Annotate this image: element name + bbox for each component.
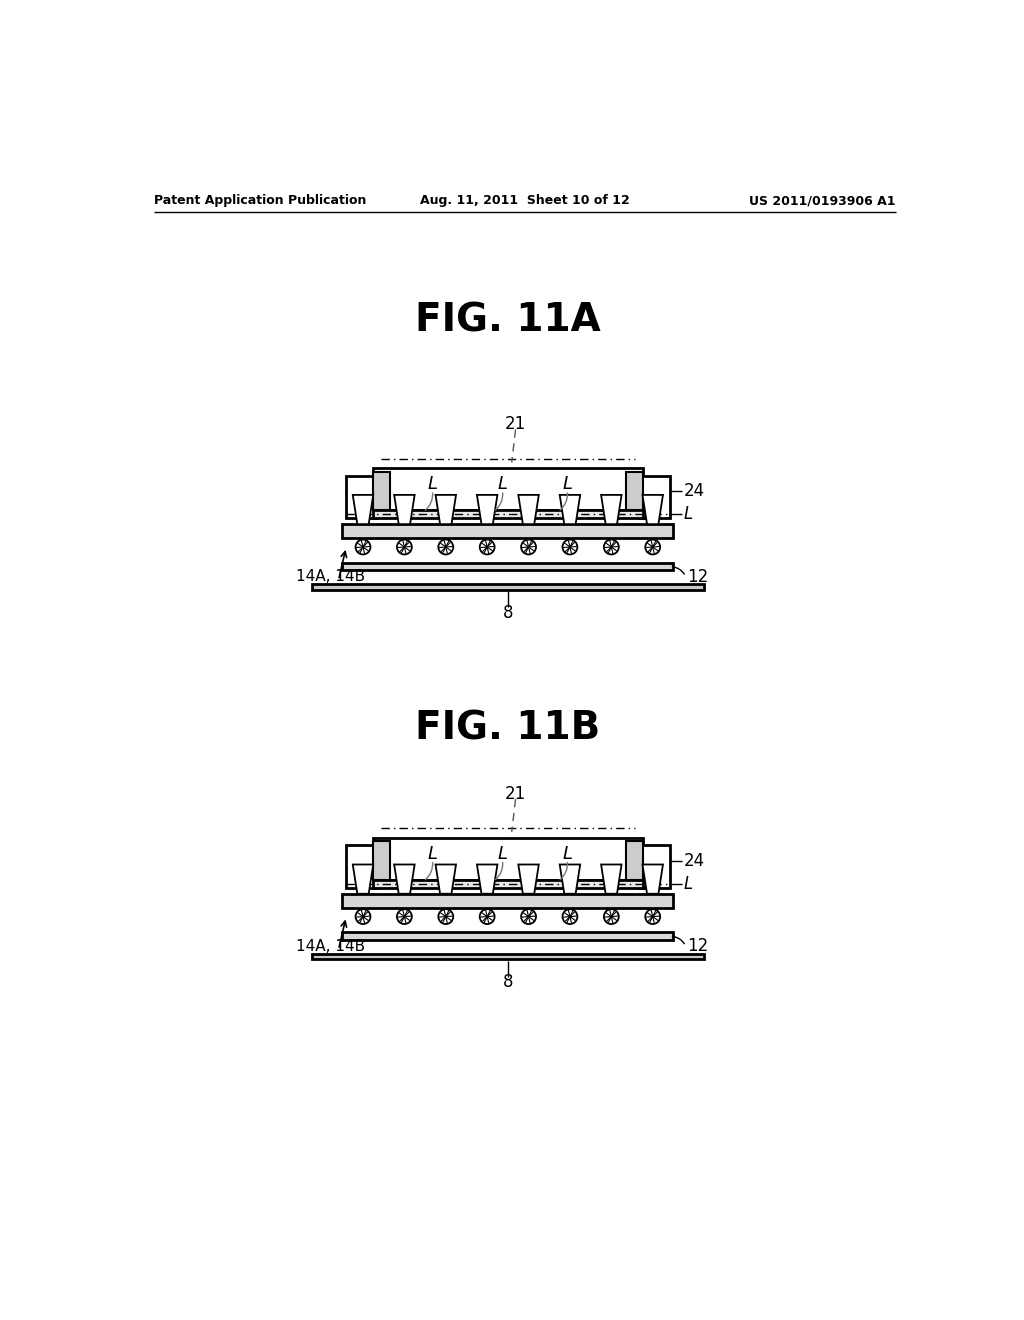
- Circle shape: [479, 909, 495, 924]
- Bar: [373, 841, 390, 880]
- Text: 14A, 14B: 14A, 14B: [296, 939, 366, 953]
- Circle shape: [355, 909, 371, 924]
- Text: US 2011/0193906 A1: US 2011/0193906 A1: [750, 194, 896, 207]
- Circle shape: [562, 540, 578, 554]
- Circle shape: [604, 540, 618, 554]
- Circle shape: [438, 909, 454, 924]
- Bar: [342, 932, 674, 940]
- Polygon shape: [601, 865, 622, 894]
- Polygon shape: [352, 495, 373, 524]
- Bar: [373, 880, 643, 887]
- Bar: [626, 841, 643, 880]
- Text: 21: 21: [505, 784, 526, 803]
- Circle shape: [397, 909, 412, 924]
- Circle shape: [355, 540, 371, 554]
- Text: L: L: [683, 506, 692, 523]
- Text: L: L: [427, 475, 437, 494]
- Text: 21: 21: [505, 414, 526, 433]
- Text: Patent Application Publication: Patent Application Publication: [154, 194, 366, 207]
- Bar: [311, 585, 705, 590]
- Text: L: L: [562, 475, 572, 494]
- Text: L: L: [427, 845, 437, 863]
- Text: L: L: [498, 475, 508, 494]
- Text: Aug. 11, 2011  Sheet 10 of 12: Aug. 11, 2011 Sheet 10 of 12: [420, 194, 630, 207]
- Text: 24: 24: [683, 482, 705, 500]
- Circle shape: [479, 540, 495, 554]
- Polygon shape: [435, 865, 456, 894]
- Circle shape: [397, 540, 412, 554]
- Text: L: L: [562, 845, 572, 863]
- Bar: [373, 511, 643, 517]
- Polygon shape: [352, 865, 373, 894]
- Bar: [311, 954, 705, 960]
- Text: L: L: [683, 875, 692, 892]
- Polygon shape: [394, 865, 415, 894]
- Polygon shape: [477, 865, 498, 894]
- Circle shape: [562, 909, 578, 924]
- Bar: [346, 845, 377, 887]
- Polygon shape: [435, 495, 456, 524]
- Polygon shape: [560, 495, 581, 524]
- Circle shape: [604, 909, 618, 924]
- Text: 8: 8: [503, 973, 513, 991]
- Circle shape: [645, 909, 660, 924]
- Polygon shape: [477, 495, 498, 524]
- Polygon shape: [518, 495, 539, 524]
- Text: 24: 24: [683, 851, 705, 870]
- Bar: [342, 894, 674, 908]
- Text: FIG. 11A: FIG. 11A: [415, 301, 601, 339]
- Bar: [373, 469, 643, 511]
- Polygon shape: [394, 495, 415, 524]
- Bar: [342, 562, 674, 570]
- Circle shape: [521, 909, 536, 924]
- Bar: [373, 471, 390, 511]
- Polygon shape: [642, 495, 663, 524]
- Circle shape: [521, 540, 536, 554]
- Polygon shape: [642, 865, 663, 894]
- Bar: [342, 524, 674, 539]
- Text: FIG. 11B: FIG. 11B: [416, 709, 600, 747]
- Bar: [639, 475, 670, 517]
- Text: 12: 12: [687, 568, 709, 586]
- Text: 14A, 14B: 14A, 14B: [296, 569, 366, 583]
- Bar: [626, 471, 643, 511]
- Polygon shape: [518, 865, 539, 894]
- Bar: [346, 475, 377, 517]
- Circle shape: [438, 540, 454, 554]
- Circle shape: [645, 540, 660, 554]
- Polygon shape: [560, 865, 581, 894]
- Polygon shape: [601, 495, 622, 524]
- Bar: [373, 837, 643, 880]
- Text: L: L: [498, 845, 508, 863]
- Text: 12: 12: [687, 937, 709, 956]
- Text: 8: 8: [503, 603, 513, 622]
- Bar: [639, 845, 670, 887]
